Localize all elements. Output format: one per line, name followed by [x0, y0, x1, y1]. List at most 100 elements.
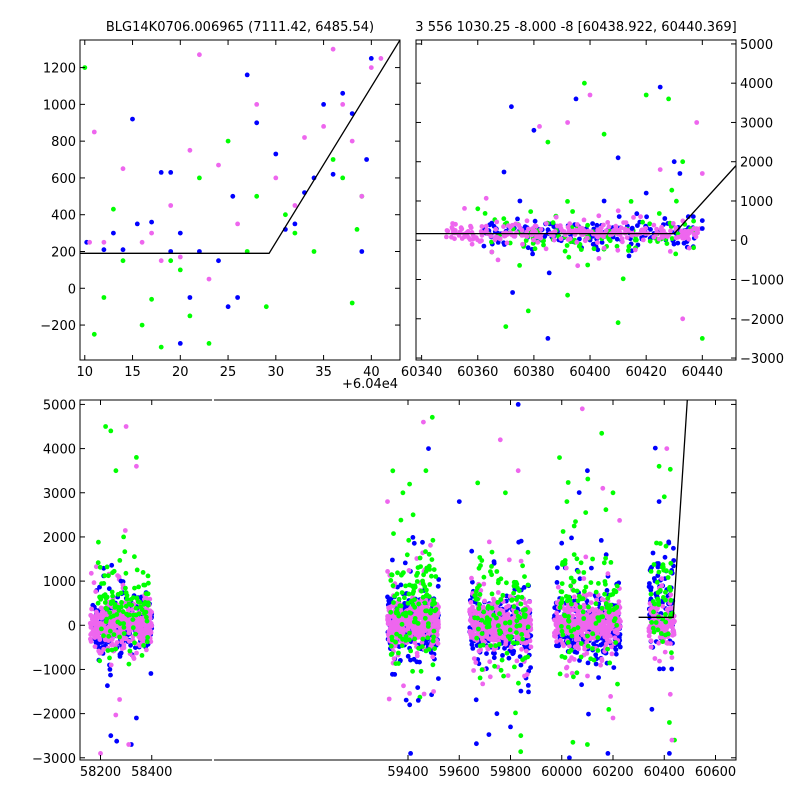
data-point-green — [117, 621, 123, 626]
plot-area — [416, 80, 736, 341]
data-point-green — [493, 643, 498, 649]
data-point-green — [669, 236, 675, 241]
data-point-violet — [469, 575, 474, 581]
data-point-green — [107, 610, 113, 615]
data-point-green — [647, 221, 653, 227]
data-point-violet — [673, 235, 679, 241]
data-point-green — [591, 657, 597, 663]
data-point-violet — [571, 657, 577, 662]
data-point-violet — [430, 614, 436, 619]
data-point-violet — [391, 624, 397, 630]
data-point-green — [604, 605, 610, 610]
data-point-green — [557, 671, 563, 677]
data-point-blue — [93, 640, 99, 645]
panel-zoom-right: 60340 60360 60380 60400 60420 60440 −3000 −2000… — [401, 38, 784, 380]
data-point-green — [407, 582, 412, 588]
data-point-violet — [99, 609, 105, 615]
data-point-blue — [690, 214, 696, 220]
data-point-green — [568, 647, 574, 653]
data-point-green — [610, 591, 616, 597]
data-point-violet — [401, 683, 406, 689]
y-tick-label: 600 — [51, 172, 76, 187]
data-point-violet — [504, 240, 510, 246]
data-point-green — [664, 241, 670, 247]
data-point-violet — [487, 659, 493, 665]
data-point-green — [579, 641, 584, 646]
data-point-blue — [521, 585, 527, 590]
data-point-violet — [566, 227, 572, 233]
data-point-blue — [470, 579, 475, 585]
data-point-violet — [122, 528, 128, 533]
data-point-violet — [616, 616, 621, 621]
data-point-green — [413, 619, 419, 625]
data-point-green — [497, 611, 502, 617]
data-point-green — [225, 138, 231, 144]
data-point-green — [102, 600, 108, 605]
data-point-green — [565, 199, 570, 204]
data-point-violet — [469, 241, 475, 247]
data-point-green — [665, 575, 671, 580]
data-point-green — [349, 300, 355, 306]
data-point-violet — [92, 644, 98, 649]
data-point-green — [575, 625, 581, 631]
data-point-violet — [480, 681, 486, 687]
data-point-violet — [126, 630, 132, 636]
data-point-green — [123, 590, 129, 595]
data-point-violet — [648, 638, 654, 644]
data-point-green — [558, 601, 564, 606]
data-point-violet — [572, 594, 577, 600]
x-tick-label: 60380 — [513, 365, 554, 380]
data-point-green — [643, 92, 649, 98]
data-point-violet — [587, 92, 593, 98]
data-point-violet — [330, 46, 336, 52]
data-point-blue — [330, 171, 336, 177]
data-point-violet — [681, 230, 687, 235]
data-point-green — [478, 563, 483, 568]
data-point-green — [429, 573, 434, 579]
data-point-violet — [98, 622, 104, 627]
data-point-blue — [501, 169, 507, 175]
data-point-green — [603, 555, 608, 561]
data-point-violet — [87, 239, 92, 245]
data-point-violet — [430, 654, 436, 660]
data-point-violet — [412, 640, 418, 646]
y-tick-label: 4000 — [43, 443, 76, 458]
data-point-green — [588, 580, 594, 585]
data-point-blue — [415, 698, 421, 703]
data-point-violet — [515, 468, 521, 474]
data-point-green — [509, 597, 515, 603]
data-point-violet — [607, 634, 613, 639]
data-point-green — [518, 733, 524, 739]
data-point-green — [571, 588, 576, 593]
data-point-violet — [657, 658, 662, 664]
data-point-blue — [532, 218, 538, 224]
data-point-blue — [420, 539, 425, 545]
data-point-violet — [512, 233, 518, 239]
data-point-green — [95, 560, 101, 566]
data-point-green — [107, 655, 112, 661]
data-point-blue — [473, 697, 479, 703]
data-point-blue — [491, 655, 497, 661]
data-point-green — [426, 551, 432, 557]
data-point-violet — [428, 542, 433, 548]
data-point-violet — [414, 650, 420, 656]
y-tick-label: 0 — [68, 282, 76, 297]
data-point-blue — [594, 222, 600, 228]
data-point-violet — [89, 613, 94, 619]
data-point-violet — [624, 235, 630, 241]
data-point-blue — [292, 221, 298, 227]
data-point-green — [489, 605, 495, 611]
data-point-violet — [671, 629, 676, 634]
data-point-green — [416, 601, 422, 607]
data-point-green — [389, 651, 395, 657]
data-point-violet — [419, 640, 425, 645]
data-point-blue — [556, 642, 562, 648]
data-point-green — [433, 607, 439, 612]
data-point-blue — [577, 576, 583, 582]
data-point-green — [601, 131, 607, 137]
data-point-violet — [659, 576, 665, 581]
data-point-green — [565, 292, 570, 298]
data-point-green — [421, 572, 426, 578]
data-point-green — [97, 658, 103, 664]
x-tick-label: 59600 — [439, 765, 480, 780]
